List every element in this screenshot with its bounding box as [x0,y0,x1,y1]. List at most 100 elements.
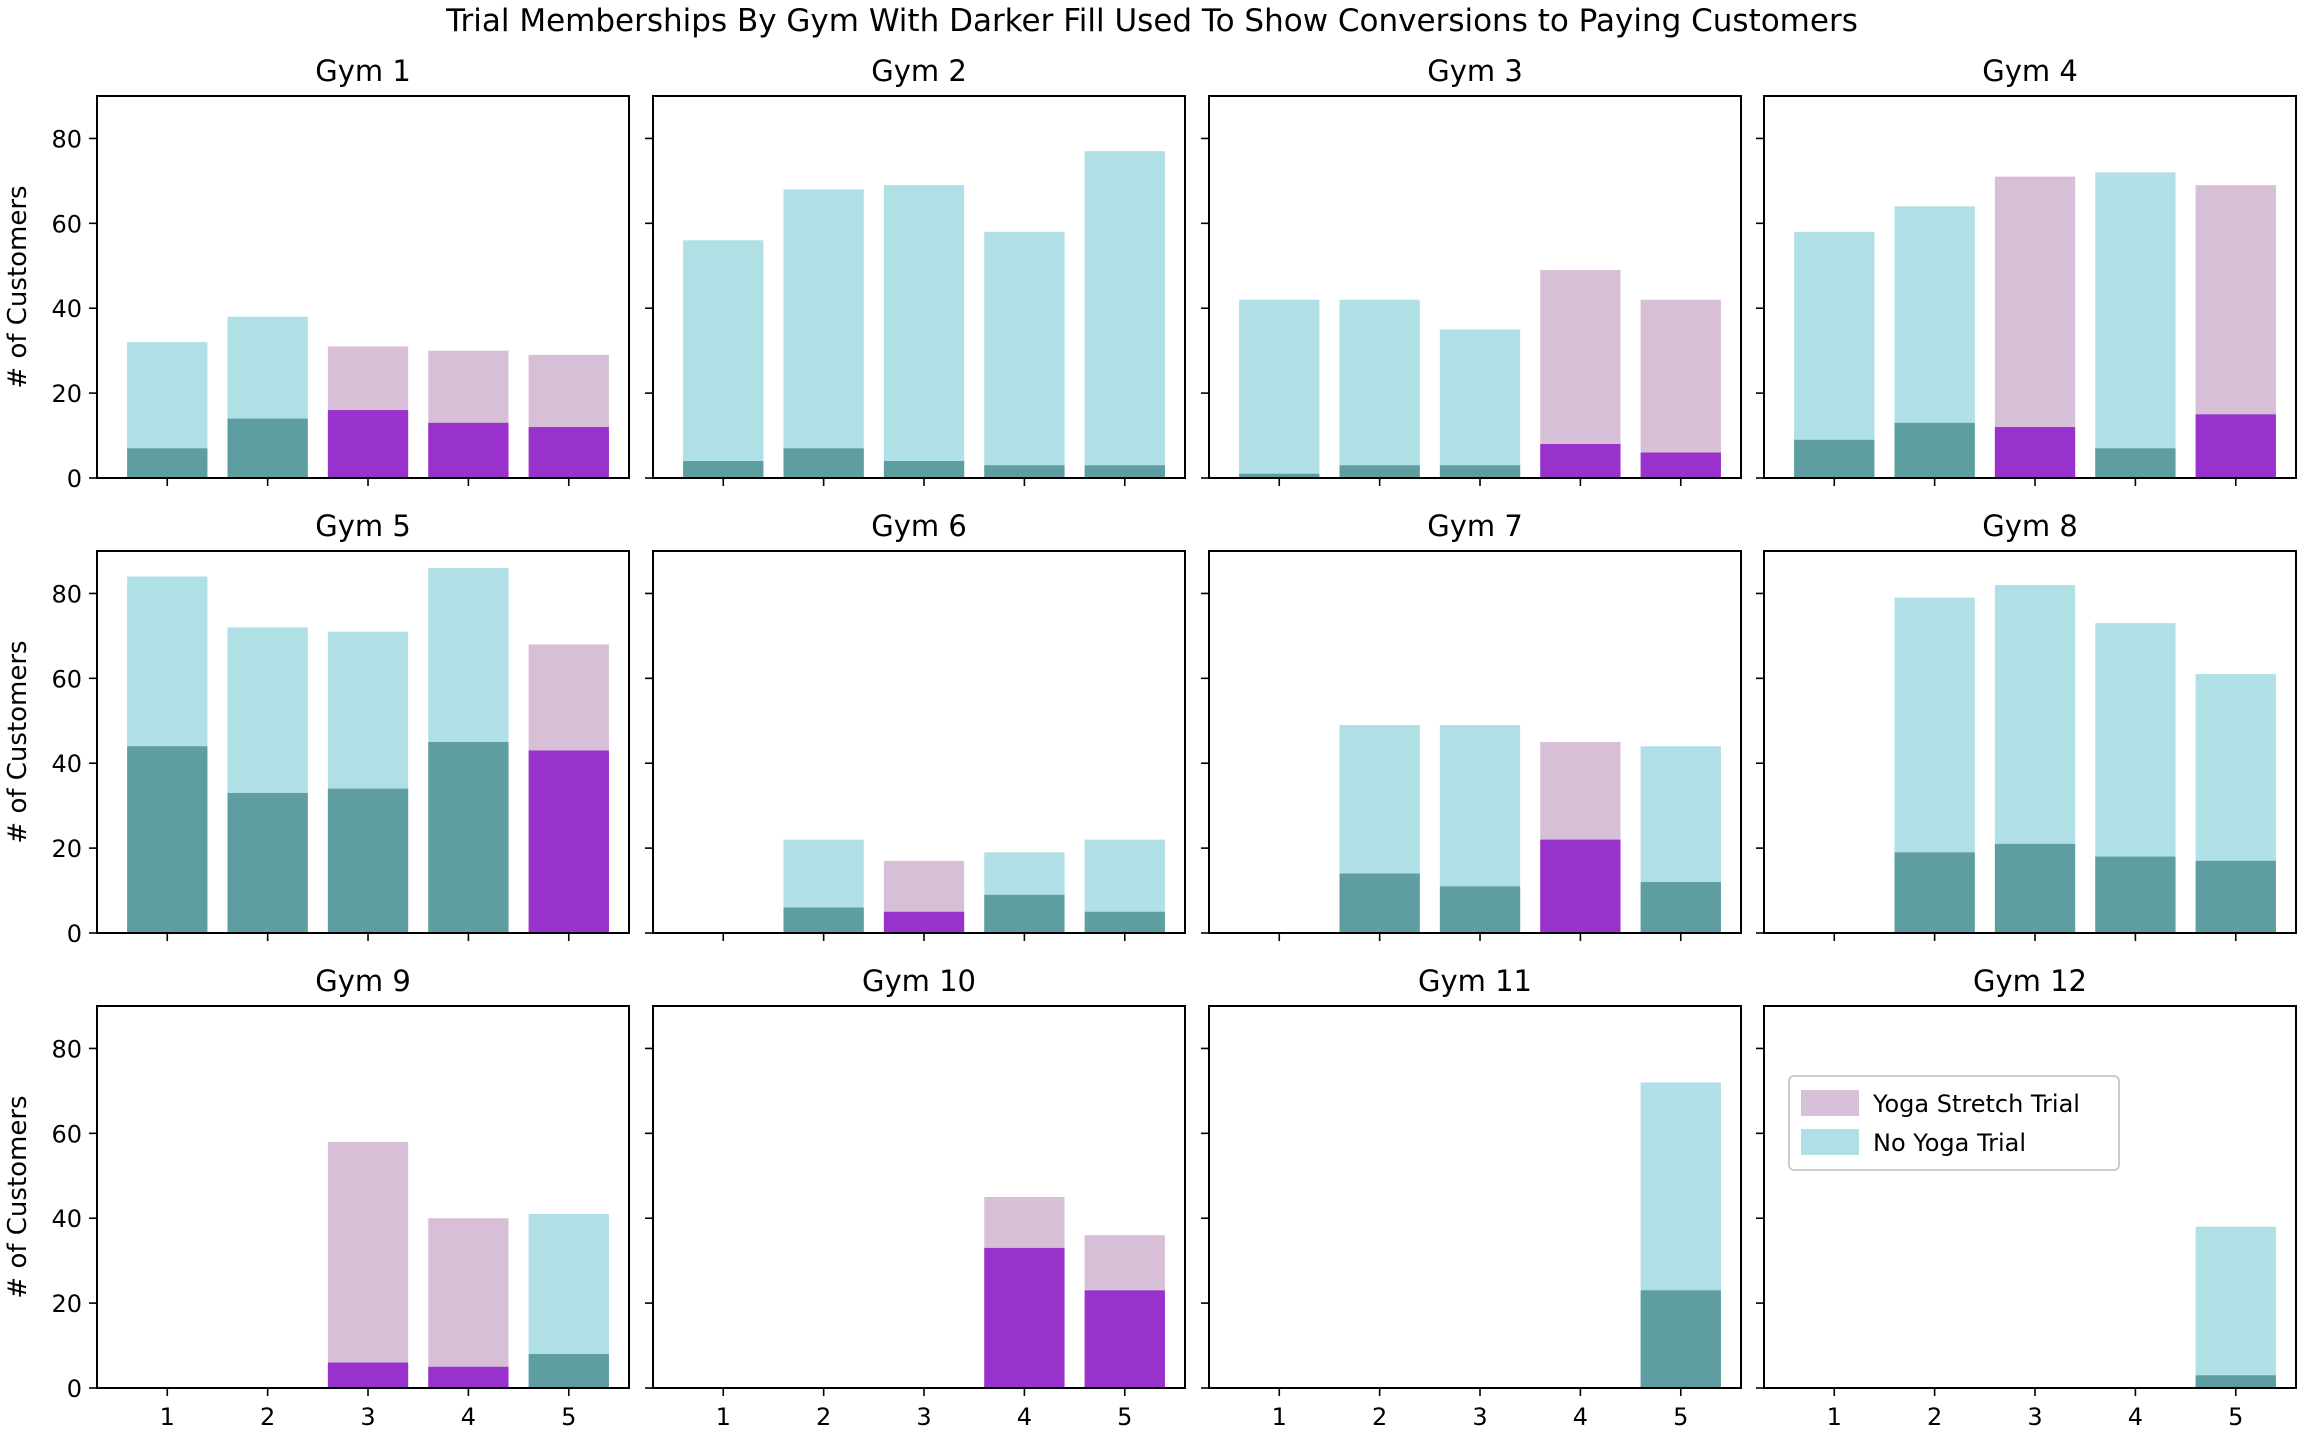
bar-total [1439,329,1521,478]
panel-title: Gym 2 [871,54,967,88]
bar-converted [2195,1375,2276,1388]
y-tick-label: 20 [51,1290,82,1318]
y-axis-label: # of Customers [3,640,33,843]
bar-converted [1239,473,1320,478]
bar-converted [1339,873,1420,933]
bar-converted [984,1247,1065,1388]
bar-converted [1540,444,1621,478]
bar-converted [528,427,609,478]
panel-title: Gym 7 [1427,509,1523,543]
bar-total [984,231,1065,478]
bar-total [1540,270,1621,478]
panel-frame [652,1005,1186,1389]
y-tick-label: 60 [51,1120,82,1148]
y-tick-label: 0 [67,465,82,493]
panel-frame [652,550,1186,934]
panel-title: Gym 3 [1427,54,1523,88]
legend-swatch [1801,1129,1859,1155]
legend-label: No Yoga Trial [1873,1129,2026,1157]
bar-converted [2195,414,2276,478]
x-tick-label: 3 [360,1403,375,1431]
bar-total [327,1141,409,1388]
bar-converted [683,461,764,478]
bar-converted [1640,1290,1721,1388]
legend-box [1788,1075,2120,1171]
panel-frame [96,1005,630,1389]
panel-frame [1208,95,1742,479]
y-tick-label: 20 [51,835,82,863]
bar-converted [883,461,965,478]
x-tick-label: 1 [1272,1403,1287,1431]
y-tick-label: 0 [67,1375,82,1403]
bar-converted [428,742,509,933]
bar-converted [528,750,609,933]
x-tick-label: 2 [1372,1403,1387,1431]
bar-converted [1084,911,1165,933]
bar-converted [984,465,1065,478]
bar-total [883,185,965,478]
bar-converted [1439,886,1521,933]
panel-frame [1763,95,2297,479]
bar-total [1794,231,1875,478]
bar-converted [984,894,1065,933]
x-tick-label: 4 [2128,1403,2143,1431]
bar-total [1239,299,1320,478]
bar-converted [1994,843,2076,933]
panel-frame [1208,550,1742,934]
bar-converted [327,1362,409,1388]
bar-converted [127,448,208,478]
bar-converted [227,792,308,933]
bar-converted [528,1354,609,1388]
x-tick-label: 1 [1827,1403,1842,1431]
chart-title: Trial Memberships By Gym With Darker Fil… [445,3,1858,39]
panel-frame [1763,1005,2297,1389]
panel-title: Gym 11 [1418,964,1532,998]
bar-total [2195,1226,2276,1388]
y-tick-label: 40 [51,295,82,323]
panel-title: Gym 8 [1982,509,2078,543]
bar-converted [327,788,409,933]
bar-total [783,189,864,478]
panel-frame [652,95,1186,479]
panel-frame [1208,1005,1742,1389]
x-tick-label: 5 [2228,1403,2243,1431]
panel-title: Gym 1 [315,54,411,88]
y-tick-label: 0 [67,920,82,948]
bar-converted [883,911,965,933]
bar-converted [2095,448,2176,478]
bar-converted [1439,465,1521,478]
bar-total [1640,299,1721,478]
bar-total [1339,299,1420,478]
y-tick-label: 20 [51,380,82,408]
bar-converted [1994,427,2076,478]
bar-converted [1540,839,1621,933]
x-tick-label: 2 [260,1403,275,1431]
y-tick-label: 80 [51,125,82,153]
panel-title: Gym 9 [315,964,411,998]
panel-title: Gym 6 [871,509,967,543]
bar-total [1084,151,1165,478]
bar-converted [1894,422,1975,478]
bar-converted [428,422,509,478]
bar-converted [327,410,409,478]
x-tick-label: 4 [461,1403,476,1431]
x-tick-label: 1 [160,1403,175,1431]
bar-converted [1084,465,1165,478]
bar-converted [2195,860,2276,933]
y-tick-label: 60 [51,210,82,238]
bar-converted [783,448,864,478]
panel-frame [96,550,630,934]
y-tick-label: 80 [51,580,82,608]
y-axis-label: # of Customers [3,1095,33,1298]
panel-frame [1763,550,2297,934]
bar-converted [2095,856,2176,933]
legend-label: Yoga Stretch Trial [1872,1090,2080,1118]
panel-frame [96,95,630,479]
x-tick-label: 5 [1117,1403,1132,1431]
bar-converted [1894,852,1975,933]
panel-title: Gym 5 [315,509,411,543]
bar-converted [1640,882,1721,933]
legend-swatch [1801,1090,1859,1116]
x-tick-label: 2 [816,1403,831,1431]
